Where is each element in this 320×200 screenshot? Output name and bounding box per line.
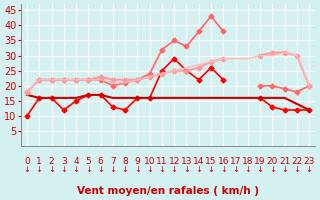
Text: ↓: ↓ [109, 165, 116, 174]
X-axis label: Vent moyen/en rafales ( km/h ): Vent moyen/en rafales ( km/h ) [77, 186, 259, 196]
Text: ↓: ↓ [23, 165, 30, 174]
Text: ↓: ↓ [48, 165, 55, 174]
Text: ↓: ↓ [158, 165, 165, 174]
Text: ↓: ↓ [293, 165, 300, 174]
Text: ↓: ↓ [36, 165, 43, 174]
Text: ↓: ↓ [171, 165, 178, 174]
Text: ↓: ↓ [134, 165, 141, 174]
Text: ↓: ↓ [244, 165, 251, 174]
Text: ↓: ↓ [281, 165, 288, 174]
Text: ↓: ↓ [257, 165, 264, 174]
Text: ↓: ↓ [306, 165, 313, 174]
Text: ↓: ↓ [60, 165, 67, 174]
Text: ↓: ↓ [195, 165, 202, 174]
Text: ↓: ↓ [207, 165, 214, 174]
Text: ↓: ↓ [85, 165, 92, 174]
Text: ↓: ↓ [73, 165, 80, 174]
Text: ↓: ↓ [146, 165, 153, 174]
Text: ↓: ↓ [97, 165, 104, 174]
Text: ↓: ↓ [122, 165, 129, 174]
Text: ↓: ↓ [183, 165, 190, 174]
Text: ↓: ↓ [269, 165, 276, 174]
Text: ↓: ↓ [232, 165, 239, 174]
Text: ↓: ↓ [220, 165, 227, 174]
